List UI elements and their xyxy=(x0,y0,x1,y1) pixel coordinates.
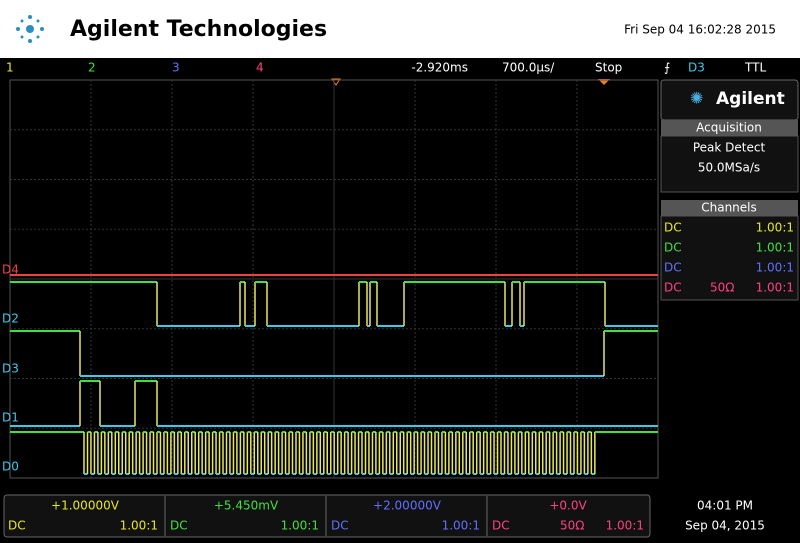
coupling: DC xyxy=(664,221,682,235)
graticule xyxy=(9,79,659,479)
brand: Agilent Technologies xyxy=(70,17,327,42)
acquisition-title: Acquisition xyxy=(696,121,762,135)
ch3-label: 3 xyxy=(172,61,180,75)
probe: 1.00:1 xyxy=(606,519,644,533)
acq-mode: Peak Detect xyxy=(693,141,766,155)
trace-label: D3 xyxy=(2,362,19,376)
trace-label: D2 xyxy=(2,312,19,326)
acquisition-box xyxy=(660,135,799,193)
section-header xyxy=(661,200,798,216)
probe: 1.00:1 xyxy=(281,519,319,533)
trace-label: D0 xyxy=(2,460,19,474)
channels-box xyxy=(660,215,799,301)
panel-logo-star: ✺ xyxy=(690,89,703,108)
probe: 1.00:1 xyxy=(756,281,794,295)
probe: 1.00:1 xyxy=(120,519,158,533)
impedance: 50Ω xyxy=(560,519,584,533)
probe: 1.00:1 xyxy=(756,261,794,275)
ch2-label: 2 xyxy=(88,61,96,75)
trigger-source: D3 xyxy=(688,61,705,75)
channels-title: Channels xyxy=(701,201,757,215)
trace-labels: D4 D2 D3 D1 D0 xyxy=(2,263,19,474)
section-header xyxy=(661,120,798,136)
clock-date: Sep 04, 2015 xyxy=(685,519,765,533)
header xyxy=(0,0,800,58)
delay: -2.920ms xyxy=(411,61,468,75)
coupling: DC xyxy=(664,281,682,295)
probe: 1.00:1 xyxy=(442,519,480,533)
coupling: DC xyxy=(8,519,26,533)
coupling: DC xyxy=(664,261,682,275)
run-status: Stop xyxy=(595,61,622,75)
panel-logo: Agilent xyxy=(716,89,785,109)
scale: +1.00000V xyxy=(51,499,120,513)
timebase: 700.0µs/ xyxy=(502,61,555,75)
scale: +0.0V xyxy=(549,499,587,513)
coupling: DC xyxy=(170,519,188,533)
trace-label: D1 xyxy=(2,411,19,425)
side-panel: Agilent ✺ Acquisition Peak Detect 50.0MS… xyxy=(660,79,799,301)
trigger-level: TTL xyxy=(744,61,766,75)
top-bar: 1 2 3 4 -2.920ms 700.0µs/ Stop ⨍ D3 TTL xyxy=(6,61,766,86)
impedance: 50Ω xyxy=(710,281,734,295)
ch1-label: 1 xyxy=(6,61,14,75)
coupling: DC xyxy=(331,519,349,533)
clock-time: 04:01 PM xyxy=(697,499,753,513)
logo-star xyxy=(16,15,44,43)
ch4-label: 4 xyxy=(256,61,264,75)
probe: 1.00:1 xyxy=(756,221,794,235)
datetime: Fri Sep 04 16:02:28 2015 xyxy=(624,23,776,37)
scale: +5.450mV xyxy=(214,499,279,513)
trace-label: D4 xyxy=(2,263,19,277)
acq-rate: 50.0MSa/s xyxy=(698,161,760,175)
coupling: DC xyxy=(492,519,510,533)
coupling: DC xyxy=(664,241,682,255)
waveforms xyxy=(10,274,658,475)
probe: 1.00:1 xyxy=(756,241,794,255)
scale: +2.00000V xyxy=(373,499,442,513)
footer: +1.00000V DC 1.00:1 +5.450mV DC 1.00:1 +… xyxy=(3,494,765,538)
trigger-edge: ⨍ xyxy=(664,61,670,75)
